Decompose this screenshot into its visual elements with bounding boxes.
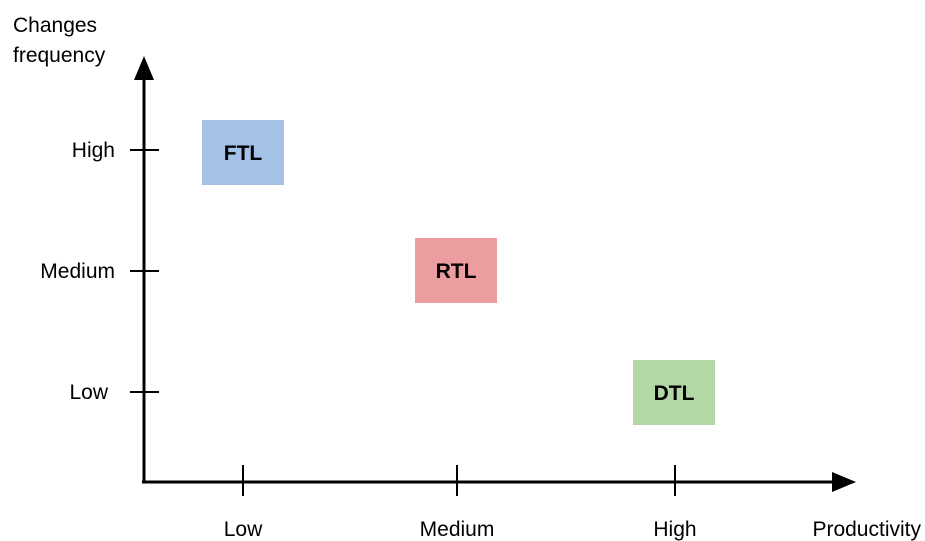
x-tick-label-high: High [653, 518, 696, 541]
y-tick-label-high: High [72, 139, 115, 162]
x-axis-title: Productivity [812, 518, 921, 541]
box-ftl: FTL [202, 120, 284, 185]
box-ftl-label: FTL [224, 142, 263, 165]
y-axis-title-line2: frequency [13, 44, 106, 67]
box-dtl-rect [633, 360, 715, 425]
y-axis-arrowhead [134, 56, 154, 80]
box-dtl: DTL [633, 360, 715, 425]
y-tick-label-low: Low [69, 381, 108, 404]
box-dtl-label: DTL [654, 382, 695, 405]
box-ftl-rect [202, 120, 284, 185]
x-tick-label-low: Low [224, 518, 263, 541]
x-tick-label-medium: Medium [420, 518, 495, 541]
y-axis-title-line1: Changes [13, 14, 97, 37]
box-rtl-label: RTL [436, 260, 477, 283]
y-tick-label-medium: Medium [40, 260, 115, 283]
x-axis-arrowhead [832, 472, 856, 492]
box-rtl: RTL [415, 238, 497, 303]
box-rtl-rect [415, 238, 497, 303]
